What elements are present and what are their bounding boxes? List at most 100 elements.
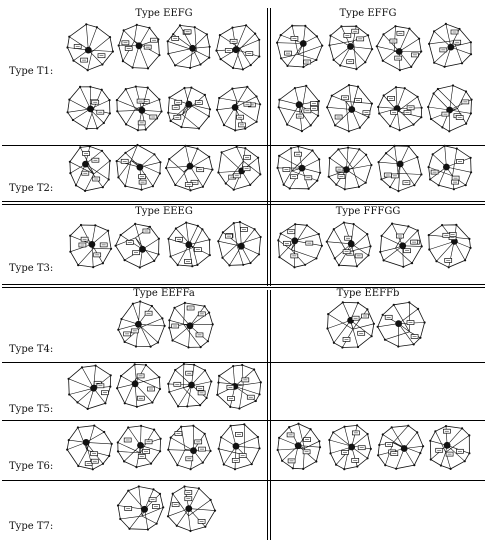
vertex-dot [427,105,430,109]
triangulation-diagram [167,86,212,130]
triangulation-edge [91,36,111,53]
triangulation-edge [134,383,153,403]
triangulation-edge [291,150,313,172]
triangulation-edge [382,434,405,449]
triangulation-diagram [377,144,423,193]
vertex-dot [356,85,360,88]
triangulation-edge [135,86,143,111]
vertex-dot [427,234,430,237]
vertex-dot [189,189,192,192]
vertex-dot [173,306,176,309]
vertex-dot [382,33,385,36]
vertex-dot [327,313,330,316]
vertex-dot [108,99,111,102]
triangulation-edge [221,152,242,172]
vertex-dot [232,66,235,70]
triangulation-edge [239,221,242,247]
polygon-outline [428,23,472,68]
triangulation-edge [298,146,303,169]
vertex-dot [341,301,344,304]
vertex-dot [93,424,96,427]
vertex-dot [168,390,171,394]
vertex-dot [175,524,178,527]
vertex-dot [389,186,392,189]
vertex-dot [304,263,307,266]
vertex-dot [291,24,294,27]
triangulation-diagram [277,84,320,133]
vertex-dot [366,308,369,311]
triangulation-edge [335,446,352,465]
triangulation-edge [339,46,351,66]
vertex-dot [110,442,113,445]
center-marker [347,43,354,50]
vertex-dot [174,368,177,372]
vertex-dot [220,151,223,154]
vertex-dot [203,432,206,435]
vertex-dot [302,65,305,69]
vertex-dot [197,127,201,130]
vertex-dot [107,229,110,232]
center-marker [185,100,193,108]
vertex-dot [158,376,161,379]
vertex-dot [352,223,355,226]
vertex-dot [371,48,374,51]
triangulation-edge [292,445,299,469]
triangulation-edge [391,427,405,449]
triangulation-edge [188,104,211,110]
vertex-dot [156,341,160,344]
vertex-dot [229,424,232,427]
vertex-dot [168,326,171,329]
vertex-dot [232,365,235,368]
vertex-dot [208,56,211,59]
vertex-dot [131,302,134,305]
vertex-dot [429,117,433,121]
triangulation-edge [169,387,184,393]
vertex-dot [193,26,196,29]
vertex-dot [337,148,340,151]
triangulation-edge [182,387,201,406]
triangulation-edge [196,50,210,58]
triangulation-edge [452,148,458,176]
vertex-dot [249,183,252,186]
vertex-dot [174,227,177,230]
triangulation-edge [138,486,143,517]
vertex-dot [294,223,297,226]
polygon-outline [277,423,321,470]
triangulation-diagram [277,223,323,269]
triangulation-edge [444,145,447,168]
triangulation-diagram [165,144,214,192]
triangulation-edge [330,446,352,454]
triangulation-edge [277,42,304,44]
vertex-dot [96,127,99,130]
vertex-dot [168,158,171,161]
vertex-dot [468,237,471,240]
section-divider [2,201,485,202]
triangulation-edge [189,306,205,326]
triangulation-edge [384,331,410,340]
triangulation-diagram [276,24,324,69]
vertex-dot [166,40,169,43]
triangulation-edge [72,108,91,121]
triangulation-edge [168,112,183,115]
vertex-dot [167,448,170,451]
vertex-dot [123,259,126,262]
triangulation-diagram [379,222,423,268]
row-label-t1: Type T1: [9,66,54,77]
vertex-dot [139,300,142,303]
triangulation-edge [135,377,161,390]
vertex-dot [367,34,370,37]
triangulation-edge [85,431,105,443]
triangulation-edge [380,247,396,253]
row-label-t4: Type T4: [9,344,54,355]
vertex-dot [468,452,471,455]
center-marker [135,42,143,50]
vertex-dot [254,32,257,35]
polygon-outline [67,23,114,71]
vertex-dot [381,59,384,62]
vertex-dot [116,441,119,444]
triangulation-edge [79,86,91,110]
triangulation-edge [140,445,161,452]
center-marker [138,106,146,114]
triangulation-edge [69,161,94,175]
vertex-dot [217,171,220,174]
